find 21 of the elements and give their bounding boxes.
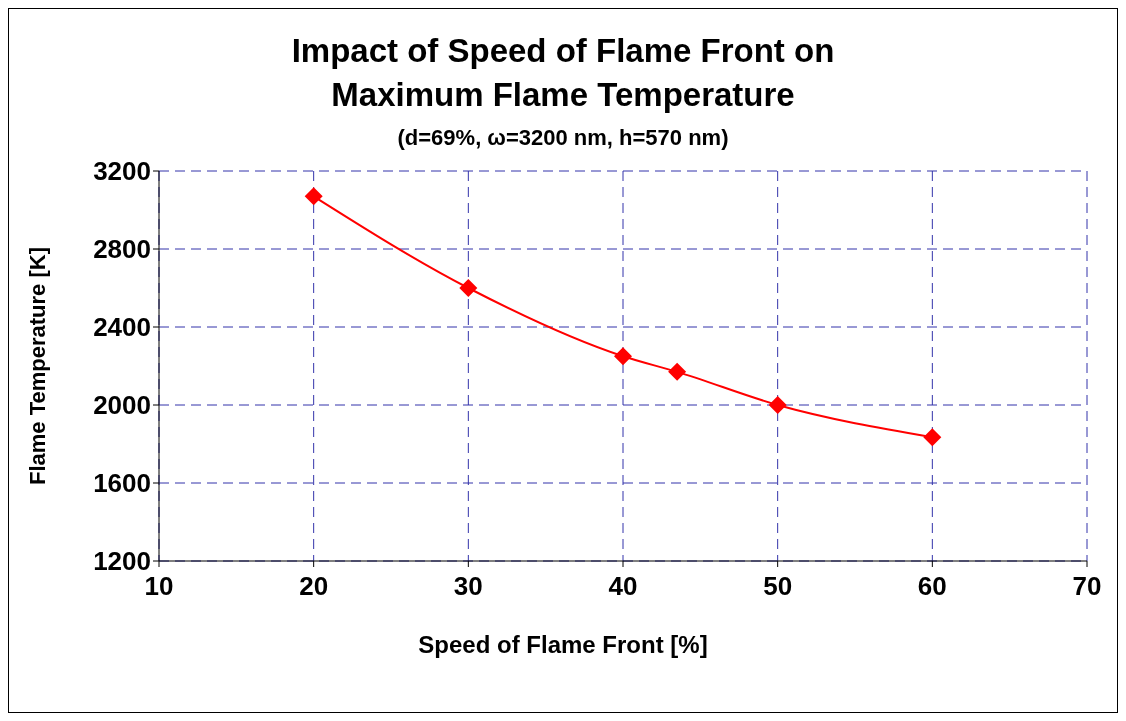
x-tick-label: 30 <box>453 571 483 602</box>
point <box>304 187 323 206</box>
x-tick-label: 70 <box>1072 571 1102 602</box>
chart-subtitle: (d=69%, ω=3200 nm, h=570 nm) <box>396 125 730 151</box>
y-tick-label: 2400 <box>93 312 151 343</box>
x-tick-label: 40 <box>608 571 638 602</box>
point <box>768 396 787 414</box>
point <box>668 362 687 381</box>
point <box>614 347 632 366</box>
y-axis-title: Flame Temperature [K] <box>24 247 50 485</box>
x-tick-label: 60 <box>917 571 947 602</box>
x-tick-label: 50 <box>763 571 793 602</box>
y-tick-label: 1600 <box>93 468 151 499</box>
y-tick-label: 2000 <box>93 390 151 421</box>
x-tick-label: 20 <box>299 571 329 602</box>
point <box>459 279 478 297</box>
y-tick-label: 3200 <box>93 156 151 187</box>
chart-title: Impact of Speed of Flame Front on Maximum Flame Temperature <box>290 31 836 115</box>
y-tick-label: 2800 <box>93 234 151 265</box>
x-axis-title: Speed of Flame Front [%] <box>417 631 709 659</box>
point <box>923 428 942 447</box>
